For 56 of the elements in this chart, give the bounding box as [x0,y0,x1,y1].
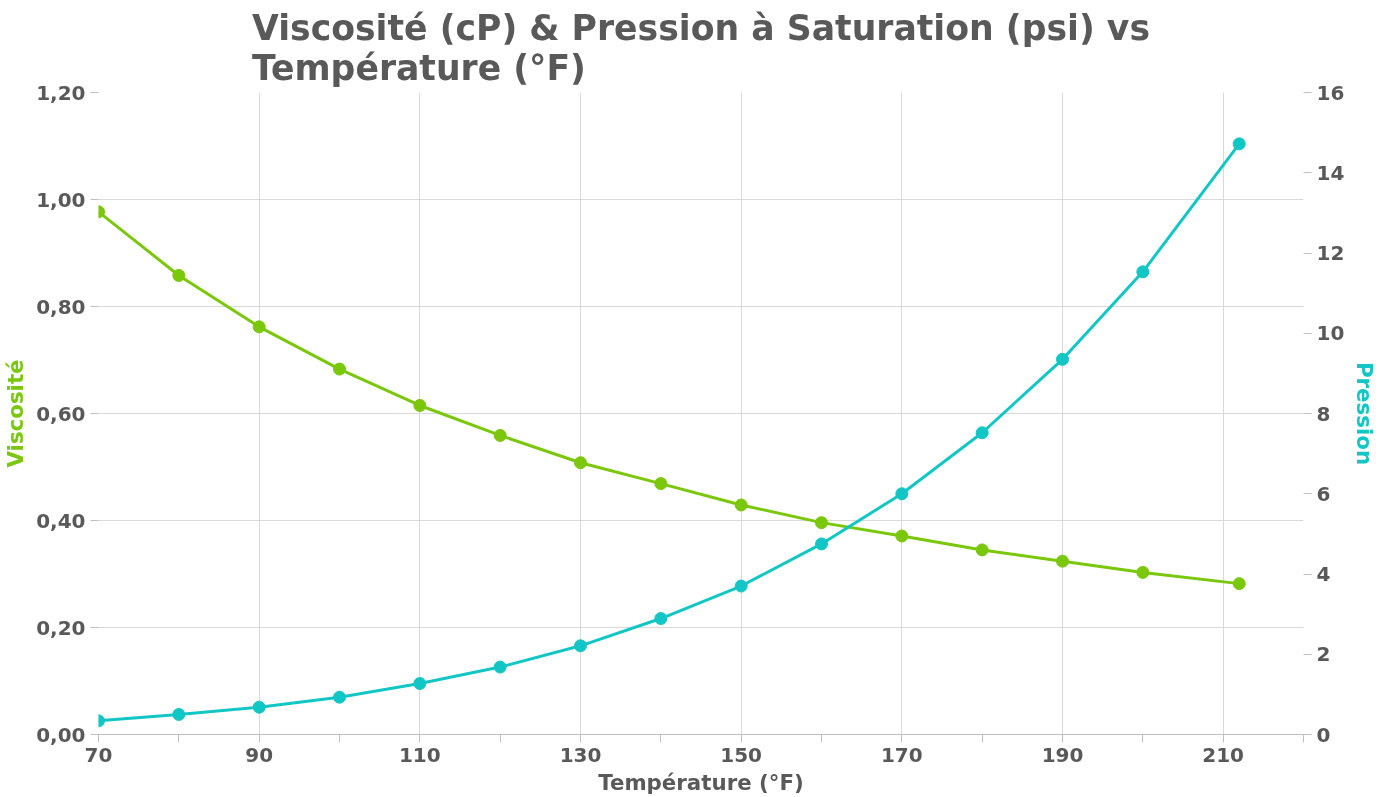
point [252,320,266,334]
point [333,690,346,704]
y-tick-label: 0,80 [36,294,86,319]
y-tick-label: 0,60 [36,401,86,426]
point [172,707,186,721]
y2-tick-label: 10 [1316,321,1345,346]
point [815,537,828,551]
x-tick-label: 210 [1202,742,1245,767]
y2-tick-label: 14 [1316,160,1345,185]
point [574,456,587,470]
point [975,426,989,440]
point [333,362,346,376]
point [895,487,909,501]
point [252,700,266,714]
y2-tick-label: 16 [1316,80,1345,105]
y-tick-label: 0,00 [36,722,86,747]
x-tick-label: 70 [84,742,113,767]
point [734,498,748,512]
x-tick-label: 170 [880,742,923,767]
point [654,477,668,491]
point [815,516,828,530]
x-tick-label: 130 [559,742,602,767]
y2-tick-label: 0 [1316,722,1331,747]
point [574,639,587,653]
point [1136,565,1150,579]
x-tick-label: 150 [720,742,763,767]
y2-tick-label: 2 [1316,642,1331,667]
point [413,398,427,412]
y2-tick-label: 4 [1316,562,1331,586]
point [734,579,748,593]
point [1232,137,1246,151]
y-tick-label: 1,20 [36,80,86,105]
point [493,660,507,674]
point [1232,577,1246,591]
point [413,677,427,691]
x-axis-title: Température (°F) [598,769,804,795]
x-tick-label: 190 [1041,742,1084,767]
point [1136,265,1150,279]
point [172,268,186,282]
y2-tick-label: 12 [1316,241,1345,265]
y-axis-title: Viscosité [3,359,29,468]
point [654,612,668,626]
y2-tick-label: 8 [1316,401,1331,426]
y-tick-label: 0,40 [36,508,86,533]
point [1056,352,1069,366]
x-tick-label: 90 [245,742,274,767]
chart-title: Viscosité (cP) & Pression à Saturation (psi) vs Température (°F) [251,7,1151,88]
point [975,543,989,557]
y-tick-label: 0,20 [36,615,86,640]
point [895,529,909,543]
point [493,428,507,442]
x-tick-label: 110 [398,742,441,767]
point [1056,554,1069,568]
y2-tick-label: 6 [1316,481,1331,506]
y-tick-label: 1,00 [36,187,86,212]
y2-axis-title: Pression [1352,361,1378,466]
